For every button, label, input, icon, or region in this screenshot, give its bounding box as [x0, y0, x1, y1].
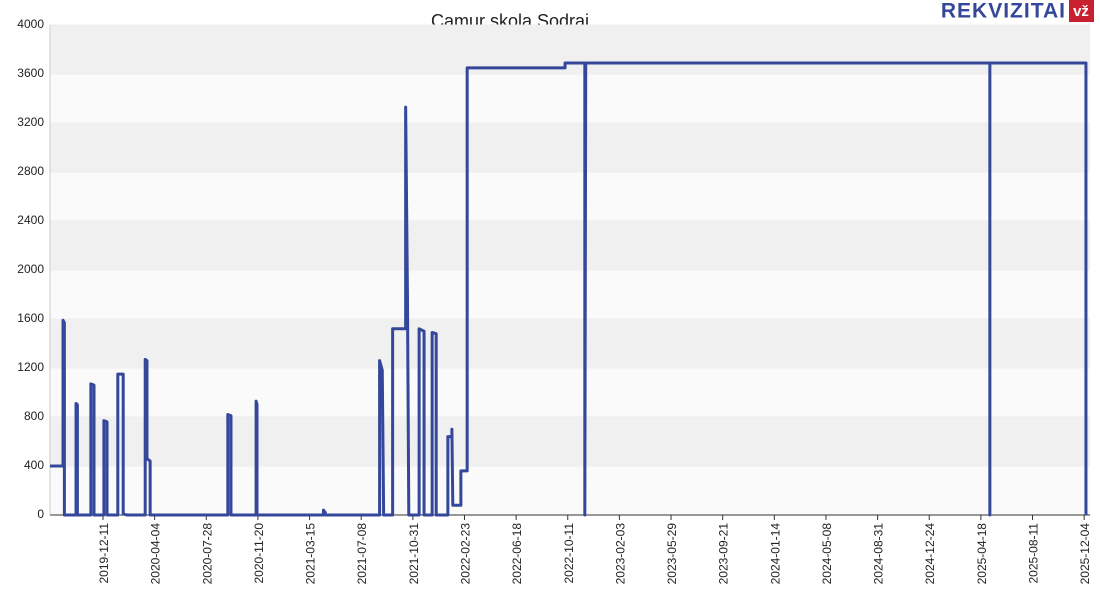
x-tick-label: 2020-04-04	[149, 523, 163, 585]
x-tick-label: 2023-09-21	[717, 523, 731, 585]
x-tick-label: 2020-11-20	[252, 523, 266, 584]
y-tick-label: 2000	[17, 262, 44, 276]
logo-badge-bg	[1069, 0, 1094, 22]
logo-badge: vž	[1073, 3, 1089, 20]
x-tick-label: 2024-12-24	[923, 523, 937, 585]
x-tick-label: 2023-02-03	[613, 523, 627, 585]
x-tick-label: 2025-08-11	[1027, 523, 1041, 584]
x-tick-label: 2021-03-15	[304, 523, 318, 585]
x-tick-label: 2025-12-04	[1078, 523, 1092, 585]
x-tick-label: 2022-06-18	[510, 523, 524, 585]
grid-band	[50, 417, 1090, 466]
y-tick-label: 4000	[17, 17, 44, 31]
x-tick-label: 2019-12-11	[97, 523, 111, 584]
y-tick-label: 400	[24, 458, 44, 472]
x-tick-label: 2024-05-08	[820, 523, 834, 585]
grid-band	[50, 123, 1090, 172]
y-tick-label: 3600	[17, 66, 44, 80]
grid-band	[50, 221, 1090, 270]
x-tick-label: 2023-05-29	[665, 523, 679, 585]
x-tick-label: 2022-10-11	[562, 523, 576, 584]
y-tick-label: 2800	[17, 164, 44, 178]
y-tick-label: 3200	[17, 115, 44, 129]
grid-band	[50, 25, 1090, 74]
x-tick-label: 2025-04-18	[975, 523, 989, 585]
y-tick-label: 1200	[17, 360, 44, 374]
y-tick-label: 800	[24, 409, 44, 423]
x-tick-label: 2020-07-28	[200, 523, 214, 585]
series-line	[50, 61, 1088, 517]
x-tick-label: 2022-02-23	[458, 523, 472, 585]
grid-band	[50, 319, 1090, 368]
x-tick-label: 2024-01-14	[768, 523, 782, 585]
x-tick-label: 2021-10-31	[407, 523, 421, 585]
y-tick-label: 1600	[17, 311, 44, 325]
y-tick-label: 2400	[17, 213, 44, 227]
x-tick-label: 2024-08-31	[872, 523, 886, 585]
x-tick-label: 2021-07-08	[355, 523, 369, 585]
y-tick-label: 0	[37, 507, 44, 521]
logo: REKVIZITAI	[941, 0, 1066, 23]
